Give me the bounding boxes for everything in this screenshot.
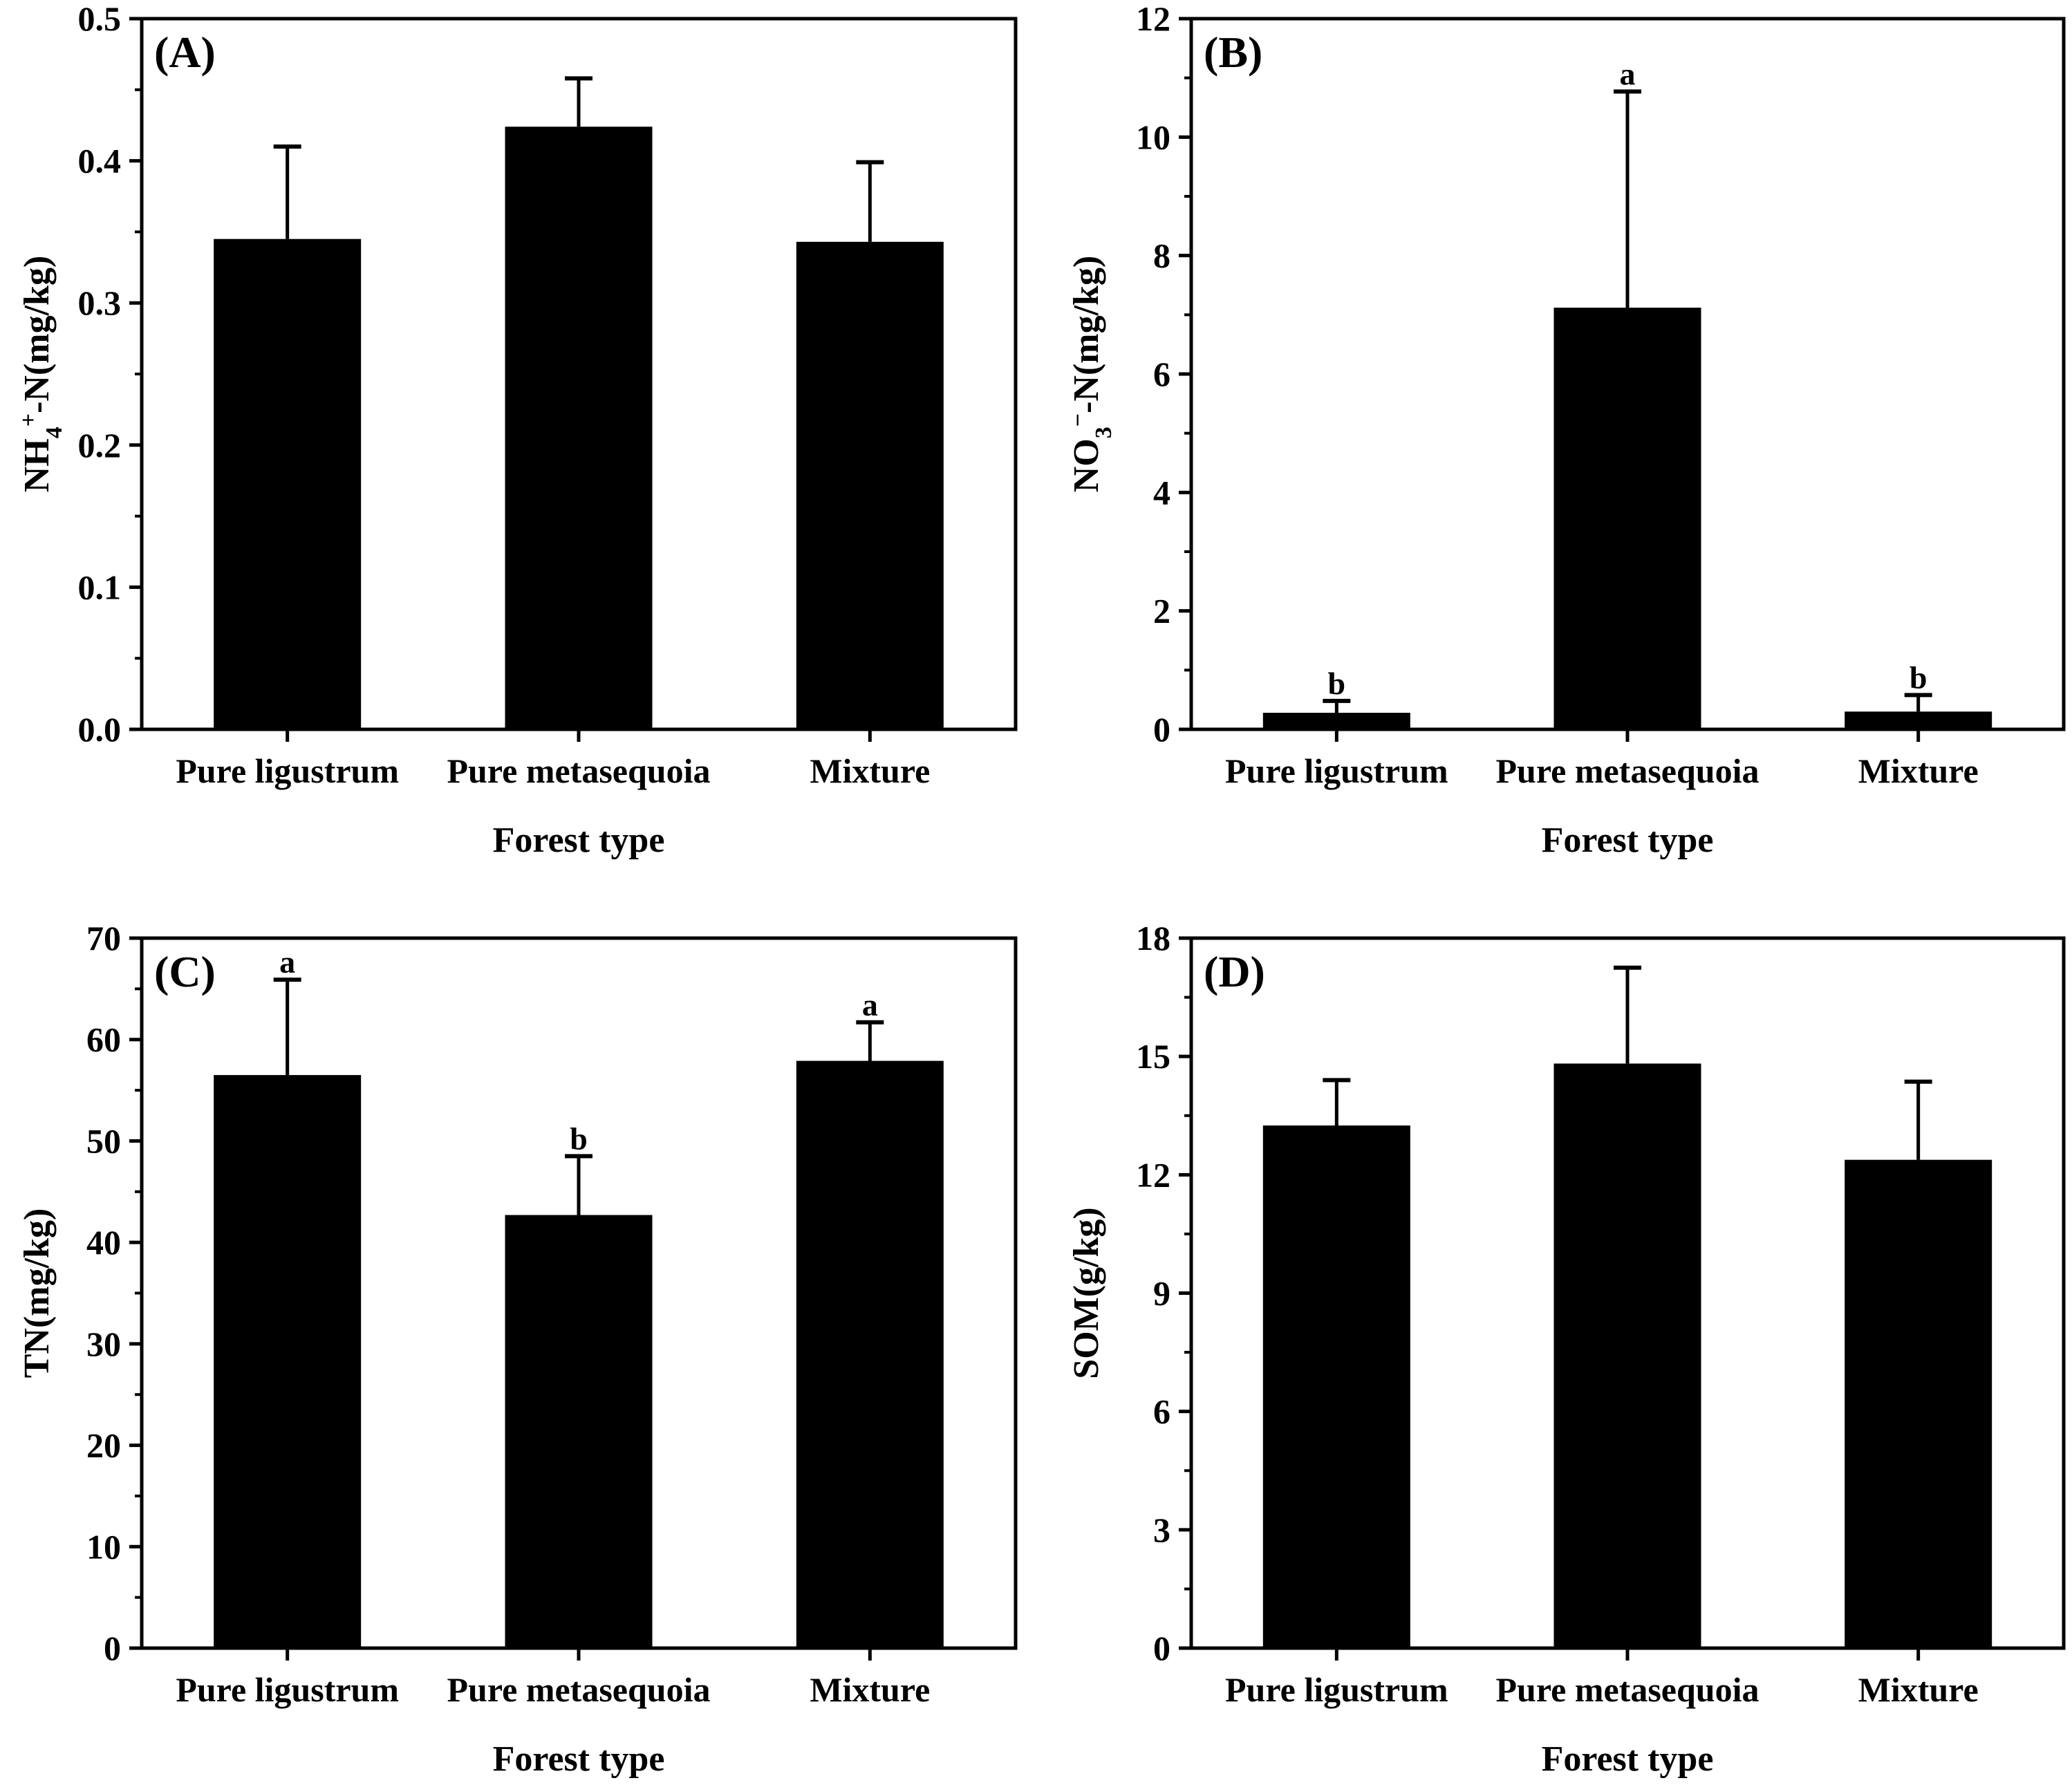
x-tick-label: Mixture [1858, 751, 1979, 790]
significance-letter: a [279, 944, 295, 980]
significance-letter: a [1620, 56, 1636, 91]
significance-letter: a [862, 987, 878, 1022]
y-tick-label: 4 [1153, 473, 1170, 512]
chart-panel: b a b 0 2 4 6 8 10 12 Pure ligustrum Pure metasequo… [1065, 0, 2066, 860]
x-tick-label: Pure ligustrum [1225, 751, 1448, 790]
y-tick-label: 40 [86, 1223, 121, 1262]
x-tick-label: Pure ligustrum [176, 1670, 399, 1709]
bar [1553, 1063, 1701, 1648]
y-tick-label: 0.4 [78, 142, 122, 180]
significance-letter: b [1910, 660, 1928, 695]
y-tick-label: 3 [1153, 1511, 1170, 1549]
bar [214, 1075, 362, 1648]
x-tick-label: Mixture [810, 1670, 930, 1709]
x-tick-label: Pure ligustrum [176, 751, 399, 790]
bar [505, 127, 653, 730]
y-tick-label: 6 [1153, 355, 1170, 393]
panel-label: (B) [1204, 28, 1262, 77]
y-tick-label: 50 [86, 1121, 121, 1160]
x-axis-title: Forest type [1542, 821, 1714, 860]
y-tick-label: 0 [104, 1629, 121, 1667]
bar [1845, 711, 1992, 729]
y-tick-label: 0.1 [78, 568, 122, 606]
y-axis-title: NH4+-N(mg/kg) [16, 256, 67, 493]
x-tick-label: Pure metasequoia [447, 751, 711, 790]
y-tick-label: 10 [86, 1527, 121, 1566]
x-tick-label: Mixture [810, 751, 930, 790]
y-tick-label: 15 [1136, 1037, 1170, 1076]
y-tick-label: 0.5 [78, 0, 122, 38]
bar [214, 239, 362, 729]
chart-panel: a b a 0 10 20 30 40 50 60 70 Pure ligustrum Pure met… [17, 919, 1018, 1779]
bar [796, 1060, 944, 1648]
x-tick-label: Pure metasequoia [1496, 1670, 1760, 1709]
bar [1262, 1125, 1410, 1648]
y-tick-label: 30 [86, 1325, 121, 1363]
y-tick-label: 60 [86, 1020, 121, 1059]
y-tick-label: 0.3 [78, 283, 122, 322]
x-tick-label: Pure ligustrum [1225, 1670, 1448, 1709]
bar [505, 1215, 653, 1648]
bar [1553, 308, 1701, 729]
y-tick-label: 12 [1136, 0, 1170, 38]
y-axis-title: SOM(g/kg) [1067, 1207, 1106, 1379]
y-axis-title: TN(mg/kg) [17, 1208, 57, 1379]
y-tick-label: 2 [1153, 592, 1170, 630]
x-axis-title: Forest type [1542, 1739, 1714, 1779]
bar [796, 241, 944, 729]
y-tick-label: 0 [1153, 1629, 1170, 1667]
x-axis-title: Forest type [493, 821, 665, 860]
y-axis-title: NO3−-N(mg/kg) [1065, 256, 1117, 493]
chart-panel: 0 3 6 9 12 15 18 Pure ligustrum Pure metasequoia… [1067, 919, 2066, 1779]
chart-panel: 0.0 0.1 0.2 0.3 0.4 0.5 Pure ligustrum Pure met… [16, 0, 1018, 860]
bar [1845, 1159, 1992, 1648]
y-tick-label: 6 [1153, 1392, 1170, 1431]
y-tick-label: 70 [86, 919, 121, 957]
significance-letter: b [1328, 666, 1346, 701]
bar [1262, 713, 1410, 729]
x-tick-label: Pure metasequoia [1496, 751, 1760, 790]
x-axis-title: Forest type [493, 1739, 665, 1779]
y-tick-label: 8 [1153, 236, 1170, 275]
y-tick-label: 10 [1136, 118, 1170, 156]
panel-label: (C) [154, 947, 216, 996]
significance-letter: b [570, 1121, 588, 1156]
y-tick-label: 18 [1136, 919, 1170, 957]
y-tick-label: 20 [86, 1426, 121, 1465]
x-tick-label: Pure metasequoia [447, 1670, 711, 1709]
x-tick-label: Mixture [1858, 1670, 1979, 1709]
y-tick-label: 0.2 [78, 426, 122, 465]
y-tick-label: 12 [1136, 1155, 1170, 1194]
y-tick-label: 0.0 [78, 710, 122, 749]
panel-label: (D) [1204, 947, 1265, 996]
panel-label: (A) [154, 28, 216, 77]
y-tick-label: 9 [1153, 1274, 1170, 1313]
y-tick-label: 0 [1153, 710, 1170, 749]
